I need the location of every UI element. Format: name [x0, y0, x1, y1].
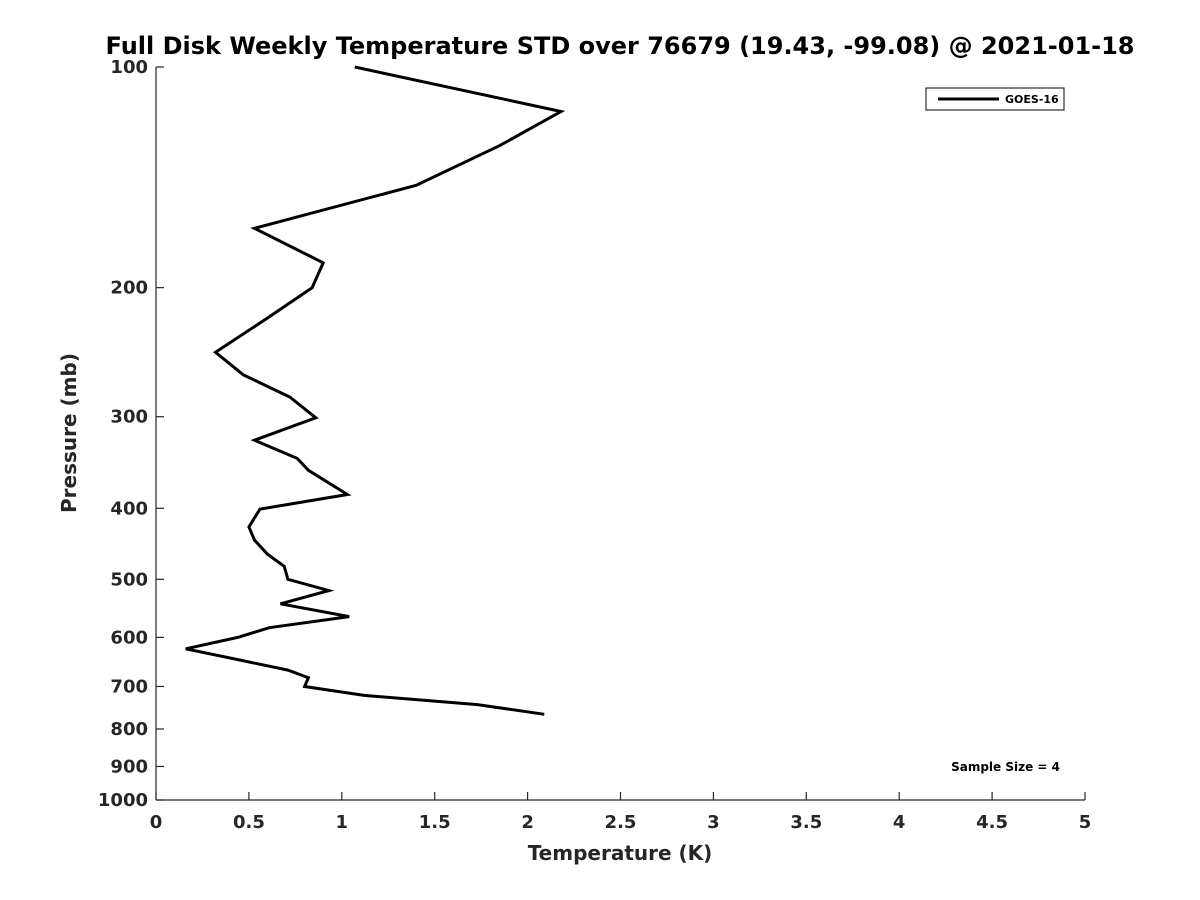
x-axis-ticks: 0 0.5 1 1.5 2 2.5 3 3.5 4 4.5 5 — [150, 792, 1092, 833]
y-tick-label: 900 — [110, 756, 148, 777]
x-tick-label: 0 — [150, 812, 163, 833]
y-axis-label: Pressure (mb) — [57, 353, 81, 513]
x-tick-label: 1.5 — [419, 812, 451, 833]
y-tick-label: 1000 — [98, 790, 148, 811]
x-tick-label: 1 — [336, 812, 349, 833]
x-tick-label: 5 — [1079, 812, 1092, 833]
y-tick-label: 500 — [110, 569, 148, 590]
y-tick-label: 800 — [110, 719, 148, 740]
x-axis-label: Temperature (K) — [528, 841, 713, 865]
x-tick-label: 2.5 — [605, 812, 637, 833]
y-tick-label: 400 — [110, 498, 148, 519]
sample-size-annotation: Sample Size = 4 — [951, 760, 1060, 774]
axes-box — [155, 67, 1085, 801]
series-line-goes-16 — [185, 65, 566, 716]
y-tick-label: 300 — [110, 407, 148, 428]
y-tick-label: 700 — [110, 676, 148, 697]
series-layer — [185, 65, 566, 716]
y-tick-label: 100 — [110, 57, 148, 78]
x-tick-label: 3 — [707, 812, 720, 833]
chart-title: Full Disk Weekly Temperature STD over 76… — [106, 32, 1135, 60]
y-tick-label: 600 — [110, 627, 148, 648]
legend: GOES-16 — [925, 87, 1065, 111]
x-tick-label: 2 — [521, 812, 534, 833]
x-tick-label: 4 — [893, 812, 906, 833]
x-tick-label: 0.5 — [233, 812, 265, 833]
x-tick-label: 3.5 — [790, 812, 822, 833]
legend-entry-goes-16: GOES-16 — [1005, 93, 1059, 106]
x-tick-label: 4.5 — [976, 812, 1008, 833]
y-tick-label: 200 — [110, 278, 148, 299]
y-axis-ticks: 100 200 300 400 500 600 700 800 900 1000 — [98, 57, 164, 811]
